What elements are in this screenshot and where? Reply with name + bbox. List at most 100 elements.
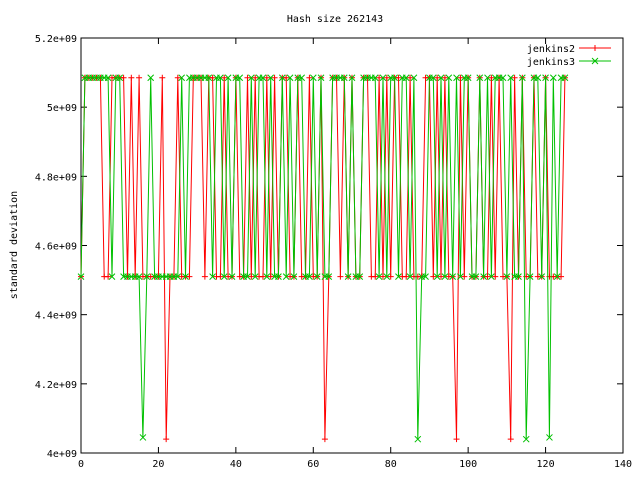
data-point-jenkins3 xyxy=(414,435,422,443)
data-point-jenkins3 xyxy=(406,273,414,280)
data-point-jenkins3 xyxy=(282,273,290,280)
data-point-jenkins3 xyxy=(441,273,449,280)
data-point-jenkins3 xyxy=(534,74,542,82)
data-point-jenkins2 xyxy=(259,273,266,280)
data-point-jenkins3 xyxy=(429,74,437,82)
data-point-jenkins2 xyxy=(407,74,414,81)
x-tick-label: 80 xyxy=(385,459,397,470)
data-point-jenkins2 xyxy=(558,273,565,280)
data-point-jenkins2 xyxy=(430,273,437,280)
data-point-jenkins2 xyxy=(306,74,313,81)
data-point-jenkins3 xyxy=(472,273,480,280)
data-point-jenkins2 xyxy=(372,273,379,280)
data-point-jenkins3 xyxy=(356,273,364,280)
x-tick-label: 140 xyxy=(614,459,632,470)
data-point-jenkins3 xyxy=(340,74,348,82)
legend-marker-jenkins2 xyxy=(592,45,598,51)
data-point-jenkins3 xyxy=(247,74,255,82)
data-point-jenkins3 xyxy=(437,74,445,82)
data-point-jenkins3 xyxy=(484,74,491,82)
data-point-jenkins3 xyxy=(182,273,189,280)
data-point-jenkins2 xyxy=(376,74,383,81)
data-point-jenkins3 xyxy=(449,273,457,280)
data-point-jenkins3 xyxy=(209,273,216,280)
data-point-jenkins3 xyxy=(298,74,306,82)
data-point-jenkins3 xyxy=(375,273,383,280)
legend-label-jenkins3: jenkins3 xyxy=(527,57,575,68)
y-tick-label: 4.2e+09 xyxy=(35,380,77,391)
data-point-jenkins3 xyxy=(546,434,553,441)
data-point-jenkins2 xyxy=(453,436,460,443)
x-tick-label: 100 xyxy=(459,459,477,470)
data-point-jenkins3 xyxy=(445,74,453,82)
data-point-jenkins2 xyxy=(441,74,448,81)
data-point-jenkins2 xyxy=(488,74,495,81)
x-tick-label: 20 xyxy=(152,459,164,470)
data-point-jenkins2 xyxy=(434,74,441,81)
series-layer xyxy=(77,74,569,443)
y-tick-label: 4.6e+09 xyxy=(35,242,77,253)
data-point-jenkins2 xyxy=(128,74,135,81)
data-point-jenkins2 xyxy=(271,74,278,81)
data-point-jenkins3 xyxy=(383,273,391,280)
data-point-jenkins3 xyxy=(174,273,182,280)
y-tick-label: 4.4e+09 xyxy=(35,311,77,322)
y-axis: 4e+09 4.2e+09 4.4e+09 4.6e+09 4.8e+09 5e+09 5.… xyxy=(35,34,623,460)
x-tick-label: 60 xyxy=(307,459,319,470)
data-point-jenkins3 xyxy=(526,273,534,280)
y-tick-label: 5.2e+09 xyxy=(35,34,77,45)
data-point-jenkins3 xyxy=(313,273,321,280)
data-point-jenkins3 xyxy=(108,273,116,280)
data-point-jenkins2 xyxy=(383,74,390,81)
y-tick-label: 4.8e+09 xyxy=(35,172,77,183)
data-point-jenkins3 xyxy=(433,273,441,280)
data-point-jenkins3 xyxy=(561,74,569,82)
data-point-jenkins3 xyxy=(410,74,418,82)
data-point-jenkins2 xyxy=(136,74,143,81)
data-point-jenkins3 xyxy=(317,74,325,82)
data-point-jenkins3 xyxy=(224,74,232,82)
data-point-jenkins2 xyxy=(321,436,328,443)
data-point-jenkins3 xyxy=(422,273,429,280)
data-point-jenkins2 xyxy=(395,74,402,81)
data-point-jenkins3 xyxy=(395,273,402,280)
data-point-jenkins3 xyxy=(553,273,561,280)
data-point-jenkins2 xyxy=(244,74,251,81)
data-point-jenkins3 xyxy=(104,74,112,82)
data-point-jenkins3 xyxy=(515,273,522,280)
data-point-jenkins3 xyxy=(228,273,236,280)
data-point-jenkins2 xyxy=(511,74,518,81)
data-point-jenkins3 xyxy=(267,74,275,82)
data-point-jenkins2 xyxy=(283,74,290,81)
data-point-jenkins3 xyxy=(518,74,526,82)
data-point-jenkins3 xyxy=(464,74,472,82)
data-point-jenkins2 xyxy=(201,273,208,280)
data-point-jenkins3 xyxy=(480,273,487,280)
y-tick-label: 4e+09 xyxy=(47,449,77,460)
data-point-jenkins3 xyxy=(286,74,294,82)
x-tick-label: 120 xyxy=(537,459,555,470)
data-point-jenkins2 xyxy=(186,273,193,280)
data-point-jenkins2 xyxy=(461,273,468,280)
y-tick-label: 5e+09 xyxy=(47,103,77,114)
data-point-jenkins3 xyxy=(263,273,271,280)
data-point-jenkins3 xyxy=(371,74,379,82)
data-point-jenkins2 xyxy=(403,273,410,280)
data-point-jenkins3 xyxy=(290,273,298,280)
data-point-jenkins2 xyxy=(337,273,344,280)
data-point-jenkins2 xyxy=(248,273,255,280)
data-point-jenkins3 xyxy=(344,273,352,280)
data-point-jenkins3 xyxy=(116,74,124,82)
data-point-jenkins2 xyxy=(105,273,112,280)
data-point-jenkins3 xyxy=(77,273,85,280)
data-point-jenkins3 xyxy=(542,74,549,82)
data-point-jenkins3 xyxy=(178,74,186,82)
data-point-jenkins3 xyxy=(244,273,251,280)
data-point-jenkins2 xyxy=(507,436,514,443)
x-tick-label: 0 xyxy=(78,459,84,470)
data-point-jenkins3 xyxy=(503,273,511,280)
y-axis-label: standard deviation xyxy=(9,191,20,299)
series-line-jenkins2 xyxy=(80,77,566,440)
data-point-jenkins3 xyxy=(275,273,282,280)
